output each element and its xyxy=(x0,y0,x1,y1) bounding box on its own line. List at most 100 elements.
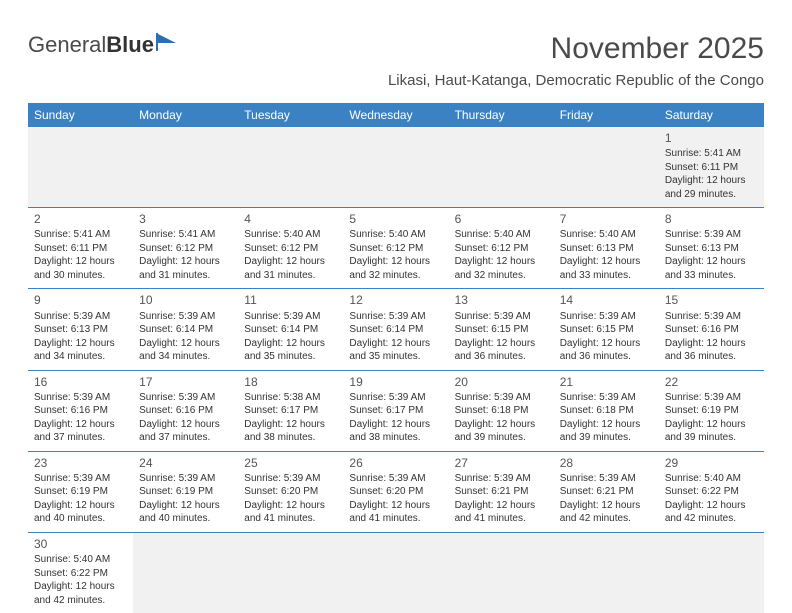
day-detail: Sunrise: 5:40 AM xyxy=(455,228,548,242)
calendar-day: 5Sunrise: 5:40 AMSunset: 6:12 PMDaylight… xyxy=(343,208,448,289)
day-detail: Sunrise: 5:39 AM xyxy=(34,310,127,324)
calendar-day: 18Sunrise: 5:38 AMSunset: 6:17 PMDayligh… xyxy=(238,370,343,451)
calendar-day xyxy=(133,127,238,208)
weekday-header: Wednesday xyxy=(343,103,448,127)
day-detail: Daylight: 12 hours xyxy=(34,255,127,269)
flag-icon xyxy=(156,31,182,53)
day-detail: Sunset: 6:15 PM xyxy=(560,323,653,337)
day-detail: and 39 minutes. xyxy=(665,431,758,445)
day-detail: Daylight: 12 hours xyxy=(349,337,442,351)
day-detail: Sunset: 6:16 PM xyxy=(139,404,232,418)
day-number: 21 xyxy=(560,374,653,390)
calendar-day: 7Sunrise: 5:40 AMSunset: 6:13 PMDaylight… xyxy=(554,208,659,289)
day-number: 1 xyxy=(665,130,758,146)
day-detail: Daylight: 12 hours xyxy=(455,255,548,269)
day-detail: Daylight: 12 hours xyxy=(665,174,758,188)
calendar-day: 9Sunrise: 5:39 AMSunset: 6:13 PMDaylight… xyxy=(28,289,133,370)
day-detail: Daylight: 12 hours xyxy=(34,337,127,351)
calendar-day: 1Sunrise: 5:41 AMSunset: 6:11 PMDaylight… xyxy=(659,127,764,208)
day-number: 17 xyxy=(139,374,232,390)
day-detail: Daylight: 12 hours xyxy=(665,499,758,513)
day-detail: Sunset: 6:19 PM xyxy=(665,404,758,418)
day-detail: Sunrise: 5:39 AM xyxy=(560,472,653,486)
day-detail: Sunset: 6:13 PM xyxy=(665,242,758,256)
month-title: November 2025 xyxy=(388,32,764,66)
day-detail: Sunrise: 5:39 AM xyxy=(665,228,758,242)
day-detail: Sunrise: 5:39 AM xyxy=(349,391,442,405)
day-detail: and 31 minutes. xyxy=(139,269,232,283)
day-number: 25 xyxy=(244,455,337,471)
day-detail: Sunrise: 5:39 AM xyxy=(139,391,232,405)
day-detail: Daylight: 12 hours xyxy=(349,255,442,269)
day-detail: Sunrise: 5:39 AM xyxy=(455,310,548,324)
day-detail: and 32 minutes. xyxy=(455,269,548,283)
day-detail: and 35 minutes. xyxy=(349,350,442,364)
calendar-day: 4Sunrise: 5:40 AMSunset: 6:12 PMDaylight… xyxy=(238,208,343,289)
day-detail: Daylight: 12 hours xyxy=(455,418,548,432)
day-detail: Daylight: 12 hours xyxy=(349,418,442,432)
calendar-day: 30Sunrise: 5:40 AMSunset: 6:22 PMDayligh… xyxy=(28,532,133,613)
day-detail: and 37 minutes. xyxy=(139,431,232,445)
day-detail: Daylight: 12 hours xyxy=(665,418,758,432)
day-detail: and 31 minutes. xyxy=(244,269,337,283)
calendar-day xyxy=(238,127,343,208)
day-detail: Sunrise: 5:39 AM xyxy=(244,472,337,486)
day-detail: Sunset: 6:13 PM xyxy=(560,242,653,256)
day-detail: Sunrise: 5:39 AM xyxy=(455,472,548,486)
day-detail: and 33 minutes. xyxy=(665,269,758,283)
calendar-day: 20Sunrise: 5:39 AMSunset: 6:18 PMDayligh… xyxy=(449,370,554,451)
day-number: 29 xyxy=(665,455,758,471)
day-detail: Sunset: 6:21 PM xyxy=(560,485,653,499)
day-number: 19 xyxy=(349,374,442,390)
calendar-week: 2Sunrise: 5:41 AMSunset: 6:11 PMDaylight… xyxy=(28,208,764,289)
day-number: 20 xyxy=(455,374,548,390)
weekday-header: Monday xyxy=(133,103,238,127)
day-detail: Sunrise: 5:39 AM xyxy=(665,391,758,405)
calendar-day xyxy=(659,532,764,613)
day-detail: Daylight: 12 hours xyxy=(139,418,232,432)
day-detail: and 39 minutes. xyxy=(560,431,653,445)
day-detail: Sunrise: 5:39 AM xyxy=(560,391,653,405)
calendar-day xyxy=(28,127,133,208)
day-number: 8 xyxy=(665,211,758,227)
weekday-header: Sunday xyxy=(28,103,133,127)
day-number: 9 xyxy=(34,292,127,308)
day-detail: Sunset: 6:18 PM xyxy=(455,404,548,418)
day-detail: Sunrise: 5:39 AM xyxy=(349,472,442,486)
day-detail: Sunrise: 5:40 AM xyxy=(244,228,337,242)
day-number: 7 xyxy=(560,211,653,227)
day-detail: Sunset: 6:14 PM xyxy=(349,323,442,337)
day-detail: Sunset: 6:19 PM xyxy=(34,485,127,499)
day-detail: Sunset: 6:17 PM xyxy=(349,404,442,418)
calendar-day: 21Sunrise: 5:39 AMSunset: 6:18 PMDayligh… xyxy=(554,370,659,451)
calendar-day xyxy=(238,532,343,613)
day-detail: Sunrise: 5:39 AM xyxy=(560,310,653,324)
day-detail: Daylight: 12 hours xyxy=(560,337,653,351)
calendar-day: 22Sunrise: 5:39 AMSunset: 6:19 PMDayligh… xyxy=(659,370,764,451)
day-detail: Daylight: 12 hours xyxy=(34,418,127,432)
weekday-header: Tuesday xyxy=(238,103,343,127)
day-detail: and 42 minutes. xyxy=(34,594,127,608)
day-detail: Sunrise: 5:39 AM xyxy=(34,391,127,405)
day-detail: and 38 minutes. xyxy=(349,431,442,445)
day-detail: Daylight: 12 hours xyxy=(34,499,127,513)
day-detail: Sunrise: 5:39 AM xyxy=(34,472,127,486)
day-detail: and 35 minutes. xyxy=(244,350,337,364)
day-detail: Sunset: 6:16 PM xyxy=(665,323,758,337)
day-detail: and 36 minutes. xyxy=(455,350,548,364)
day-detail: Daylight: 12 hours xyxy=(455,337,548,351)
day-number: 13 xyxy=(455,292,548,308)
day-number: 27 xyxy=(455,455,548,471)
day-detail: and 33 minutes. xyxy=(560,269,653,283)
day-detail: and 41 minutes. xyxy=(349,512,442,526)
day-number: 16 xyxy=(34,374,127,390)
logo-part1: General xyxy=(28,32,106,57)
day-number: 3 xyxy=(139,211,232,227)
weekday-header: Friday xyxy=(554,103,659,127)
calendar-day: 6Sunrise: 5:40 AMSunset: 6:12 PMDaylight… xyxy=(449,208,554,289)
calendar-day: 24Sunrise: 5:39 AMSunset: 6:19 PMDayligh… xyxy=(133,451,238,532)
calendar-day: 27Sunrise: 5:39 AMSunset: 6:21 PMDayligh… xyxy=(449,451,554,532)
title-block: November 2025 Likasi, Haut-Katanga, Demo… xyxy=(388,32,764,89)
day-number: 4 xyxy=(244,211,337,227)
day-detail: Sunset: 6:22 PM xyxy=(665,485,758,499)
